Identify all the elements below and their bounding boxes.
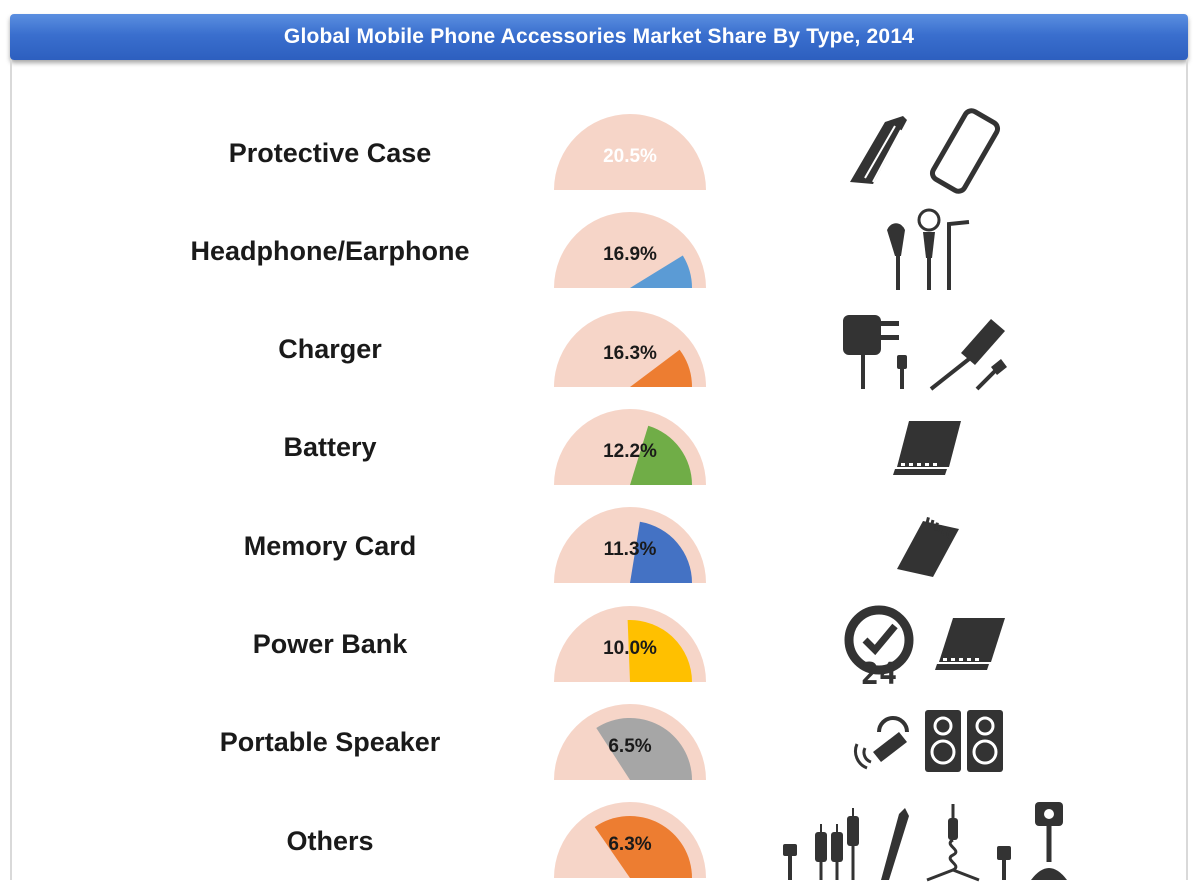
value-label: 6.5% [608, 736, 651, 757]
audio-plugs-icon [815, 808, 859, 881]
gauge-value-sector [630, 349, 692, 387]
icon-group [783, 802, 1067, 882]
gauge-row-memory-card: Memory Card 11.3% [0, 497, 1200, 595]
value-label: 11.3% [604, 539, 657, 560]
phone-case-icon [850, 116, 907, 184]
gauge-battery: 12.2% [554, 408, 706, 485]
gauge-value-sector [627, 619, 692, 682]
gauge-memory-card: 11.3% [554, 507, 706, 584]
car-charger-icon [929, 318, 1007, 391]
stylus-icon [881, 808, 909, 881]
gauge-row-protective-case: Protective Case 20.5% [0, 104, 1200, 202]
aux-cable-icon [926, 804, 980, 882]
icon-group [893, 420, 961, 475]
gauge-portable-speaker: 6.5% [554, 703, 706, 780]
value-label: 10.0% [603, 638, 657, 659]
category-label: Memory Card [243, 530, 417, 561]
gauge-row-headphone-earphone: Headphone/Earphone 16.9% [0, 202, 1200, 300]
icon-group [887, 208, 970, 291]
gauge-value-sector [596, 717, 692, 780]
value-label: 6.3% [608, 834, 651, 855]
phone-outline-icon [929, 108, 1001, 194]
bluetooth-headset-icon [854, 715, 909, 770]
speaker-icon [925, 709, 1003, 772]
value-label: 16.9% [603, 244, 657, 265]
category-label: Headphone/Earphone [190, 235, 470, 266]
category-label: Portable Speaker [219, 727, 441, 758]
gauge-value-sector [594, 816, 692, 879]
car-mount-icon [1031, 802, 1067, 881]
battery-icon [893, 420, 961, 475]
clock-24-icon: 24 [844, 605, 914, 692]
gauge-others: 6.3% [554, 802, 706, 879]
gauge-row-portable-speaker: Portable Speaker 6.5% [0, 694, 1200, 792]
gauge-row-others: Others 6.3% [0, 792, 1200, 890]
gauge-protective-case: 20.5% [554, 114, 706, 190]
category-label: Protective Case [228, 137, 432, 168]
gauge-row-battery: Battery 12.2% [0, 399, 1200, 497]
icon-group [897, 517, 959, 578]
gauge-charger: 16.3% [554, 310, 706, 387]
earphone-icon [887, 208, 970, 291]
gauge-row-power-bank: Power Bank 10.0% 24 [0, 596, 1200, 694]
gauge-value-sector [630, 255, 692, 289]
svg-text:24: 24 [861, 657, 897, 692]
value-label: 16.3% [603, 343, 657, 364]
gauge-value-sector [630, 521, 692, 584]
memory-card-icon [897, 517, 959, 578]
category-label: Others [286, 825, 374, 856]
gauge-background [554, 114, 706, 190]
power-bank-icon [935, 617, 1005, 670]
frame-right-border [1186, 60, 1188, 880]
frame-left-border [10, 60, 12, 880]
icon-group: 24 [844, 605, 1005, 692]
wall-charger-icon [843, 314, 907, 389]
icon-group [850, 108, 1001, 194]
usb-plug-icon [997, 846, 1011, 881]
category-label: Battery [283, 432, 377, 463]
gauge-power-bank: 10.0% [554, 605, 706, 682]
icon-group [854, 709, 1003, 772]
gauge-headphone-earphone: 16.9% [554, 212, 706, 289]
value-label: 20.5% [603, 146, 657, 167]
icon-group [843, 314, 1007, 391]
gauge-value-sector [630, 425, 692, 485]
gauge-row-charger: Charger 16.3% [0, 301, 1200, 399]
category-label: Charger [278, 334, 382, 365]
chart-title: Global Mobile Phone Accessories Market S… [10, 14, 1188, 60]
cable-icon [783, 844, 797, 881]
value-label: 12.2% [603, 441, 657, 462]
category-label: Power Bank [252, 629, 408, 659]
